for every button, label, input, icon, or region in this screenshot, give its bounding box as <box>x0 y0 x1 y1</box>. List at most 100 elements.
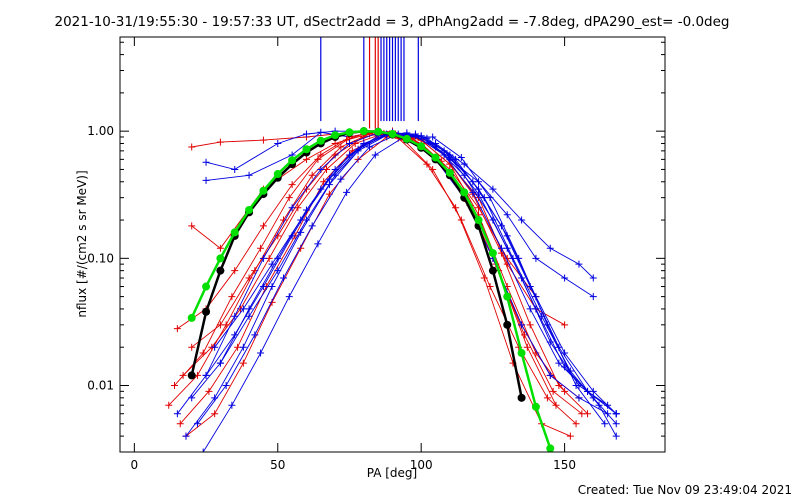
series-18-point <box>503 232 511 240</box>
series-12-point <box>268 283 276 291</box>
fit-curve-black-point <box>202 307 211 316</box>
series-3-point <box>302 155 310 163</box>
series-14-point <box>222 382 230 390</box>
series-17-point <box>257 349 265 357</box>
x-tick-label: 50 <box>270 458 285 472</box>
series-7-point <box>520 331 528 339</box>
series-3-point <box>216 244 224 252</box>
fit-curve-green-point <box>517 349 526 358</box>
series-0-point <box>561 321 569 329</box>
series-14-point <box>612 432 620 440</box>
fit-curve-green-point <box>503 292 512 301</box>
series-15-point <box>231 331 239 339</box>
series-6-point <box>343 136 351 144</box>
series-14-point <box>280 274 287 282</box>
fit-curve-green-point <box>417 142 426 151</box>
fit-curve-green-point <box>302 145 311 154</box>
series-16-point <box>239 305 247 313</box>
series-5-point <box>337 143 345 151</box>
series-11-point <box>546 371 554 379</box>
vertical-markers-layer <box>320 37 419 129</box>
series-1-point <box>231 165 239 173</box>
series-6-point <box>486 283 494 291</box>
series-line-13 <box>191 131 617 425</box>
fit-curve-green-point <box>259 186 268 195</box>
series-18-point <box>561 349 569 357</box>
series-6-point <box>543 394 551 402</box>
x-axis-label: PA [deg] <box>367 466 417 480</box>
fit-curve-green-point <box>431 153 440 162</box>
series-11-point <box>288 204 296 212</box>
series-line-9 <box>191 130 565 392</box>
fit-curve-black-point <box>488 266 497 275</box>
x-tick-label: 0 <box>131 458 139 472</box>
series-5-point <box>423 160 431 168</box>
series-4-point <box>288 181 296 189</box>
series-11-point <box>231 312 239 320</box>
series-11-point <box>345 139 353 147</box>
fit-curve-green-point <box>546 444 555 452</box>
fit-curve-green-point <box>488 249 497 258</box>
series-15-point <box>518 274 526 282</box>
series-16-point <box>268 260 276 268</box>
fit-curves-layer <box>187 127 555 452</box>
series-17-point <box>371 151 379 159</box>
series-14-point <box>308 222 316 230</box>
fit-curve-green-point <box>288 156 297 165</box>
series-15-point <box>489 216 497 224</box>
series-15-point <box>546 338 554 346</box>
series-17-point <box>343 188 351 196</box>
fit-curve-green-point <box>316 136 325 145</box>
series-0-point <box>188 143 196 151</box>
series-7-point <box>205 387 213 395</box>
fit-curve-green-point <box>359 127 368 136</box>
x-tick-label: 100 <box>410 458 433 472</box>
fit-curve-green-point <box>345 128 354 137</box>
series-15-point <box>202 371 210 379</box>
fit-curve-green-point <box>445 168 454 177</box>
series-18-point <box>245 312 253 320</box>
fit-curve-green-point <box>531 402 540 411</box>
series-17-point <box>601 420 609 428</box>
series-13-point <box>188 394 196 402</box>
series-14-point <box>251 331 259 339</box>
series-18-point <box>274 267 282 275</box>
fit-curve-green-point <box>460 188 469 197</box>
fit-curve-black-point <box>216 266 225 275</box>
series-14-point <box>193 420 201 428</box>
fit-curve-green <box>190 129 552 449</box>
y-tick-label: 1.00 <box>87 124 114 138</box>
series-17-point <box>199 448 207 452</box>
series-9-point <box>561 387 569 395</box>
y-axis-label: nflux [#/(cm2 s sr MeV)] <box>75 170 89 317</box>
series-1-point <box>532 254 540 262</box>
series-18-point <box>417 132 425 140</box>
plot-frame <box>119 36 666 453</box>
series-17-point <box>543 321 551 329</box>
series-6-point <box>314 155 322 163</box>
series-0-point <box>216 138 224 146</box>
series-10-point <box>523 343 531 351</box>
series-16-point <box>354 145 362 153</box>
series-14-point <box>337 175 345 183</box>
series-line-15 <box>205 132 608 406</box>
series-2-point <box>546 244 554 252</box>
series-7-point <box>549 387 557 395</box>
series-2-point <box>575 260 583 268</box>
fit-curve-green-point <box>187 313 196 322</box>
series-1-point <box>561 274 569 282</box>
series-2-point <box>245 171 253 179</box>
series-1-point <box>302 130 310 138</box>
series-15-point <box>259 283 267 291</box>
series-14-point <box>595 401 603 409</box>
series-6-point <box>429 165 437 173</box>
series-16-point <box>211 343 219 351</box>
series-10-point <box>552 401 560 409</box>
series-2-point <box>589 274 597 282</box>
series-16-point <box>325 175 333 183</box>
series-line-1 <box>205 130 594 297</box>
series-3-point <box>188 222 196 230</box>
series-line-17 <box>202 136 606 452</box>
series-2-point <box>489 185 497 193</box>
series-17-point <box>429 133 437 141</box>
